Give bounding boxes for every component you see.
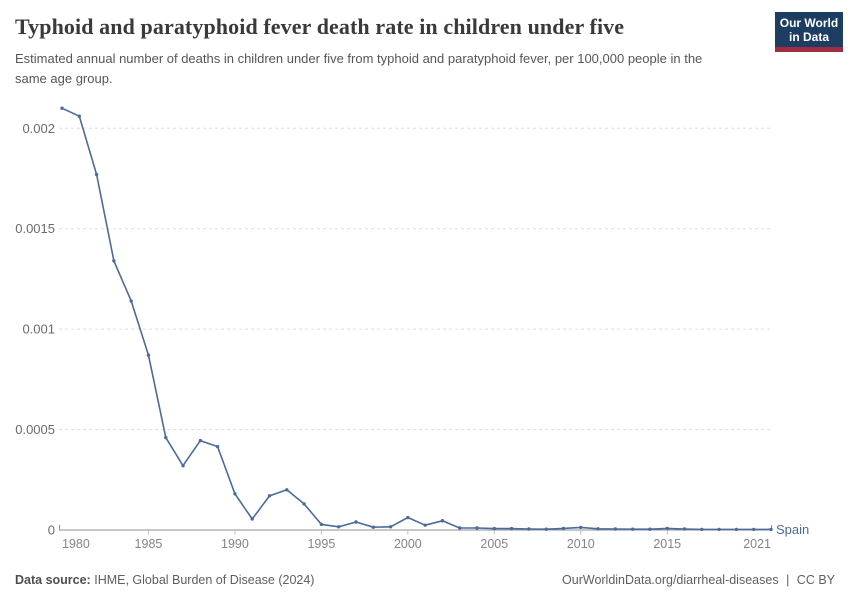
data-point-2019[interactable] <box>734 527 739 532</box>
x-axis-tick-label: 1985 <box>135 537 163 551</box>
data-point-1983[interactable] <box>112 259 116 263</box>
data-point-2007[interactable] <box>527 527 531 531</box>
owid-logo: Our World in Data <box>775 12 843 52</box>
logo-text-line2: in Data <box>788 30 829 44</box>
data-point-1981[interactable] <box>77 114 81 118</box>
data-point-1987[interactable] <box>181 464 185 468</box>
data-point-2002[interactable] <box>440 519 445 523</box>
data-point-1996[interactable] <box>336 525 341 529</box>
data-point-1991[interactable] <box>250 517 254 521</box>
y-axis-tick-label: 0.0015 <box>15 221 55 236</box>
page-title: Typhoid and paratyphoid fever death rate… <box>15 14 625 39</box>
data-point-2009[interactable] <box>561 526 566 531</box>
data-point-1980[interactable] <box>60 106 64 110</box>
series-label-spain[interactable]: Spain <box>776 522 809 537</box>
y-axis-tick-label: 0.001 <box>22 322 55 337</box>
data-point-1984[interactable] <box>129 299 133 303</box>
data-point-2000[interactable] <box>406 515 410 520</box>
data-point-1993[interactable] <box>285 488 289 492</box>
data-point-2010[interactable] <box>579 525 583 530</box>
data-point-1994[interactable] <box>302 502 306 506</box>
footer-right: OurWorldinData.org/diarrheal-diseases | … <box>562 573 835 587</box>
x-axis-tick-label: 2005 <box>480 537 508 551</box>
data-point-1989[interactable] <box>215 444 220 449</box>
data-point-1988[interactable] <box>198 438 203 443</box>
data-source-value: IHME, Global Burden of Disease (2024) <box>94 573 315 587</box>
data-point-1982[interactable] <box>94 172 99 177</box>
data-point-1990[interactable] <box>233 492 237 496</box>
x-axis-tick-label: 2010 <box>567 537 595 551</box>
data-line-spain[interactable] <box>61 107 772 531</box>
chart-subtitle: Estimated annual number of deaths in chi… <box>15 51 703 86</box>
chart-header: Typhoid and paratyphoid fever death rate… <box>15 14 765 88</box>
data-point-2015[interactable] <box>665 526 669 531</box>
x-axis-tick-label: 1995 <box>307 537 335 551</box>
data-point-2014[interactable] <box>648 527 652 531</box>
footer-separator: | <box>786 573 790 587</box>
x-axis-tick-label: 2000 <box>394 537 422 551</box>
data-point-1998[interactable] <box>371 525 375 529</box>
data-point-1985[interactable] <box>146 353 151 357</box>
data-point-2012[interactable] <box>613 527 618 531</box>
data-point-1992[interactable] <box>267 494 272 498</box>
y-axis-tick-label: 0.002 <box>22 121 55 136</box>
data-point-2003[interactable] <box>458 526 462 530</box>
data-point-1997[interactable] <box>354 520 358 524</box>
data-point-2008[interactable] <box>544 527 548 531</box>
data-point-2005[interactable] <box>492 526 497 531</box>
logo-text-line1: Our World <box>779 16 839 30</box>
y-axis-tick-label: 0 <box>48 523 55 538</box>
data-point-1999[interactable] <box>388 525 393 529</box>
data-point-2018[interactable] <box>717 527 721 532</box>
x-axis-tick-label: 2015 <box>653 537 681 551</box>
data-point-2021[interactable] <box>769 527 773 532</box>
chart-footer: Data source: IHME, Global Burden of Dise… <box>15 573 835 587</box>
data-point-2006[interactable] <box>509 526 514 531</box>
x-axis-tick-label: 1990 <box>221 537 249 551</box>
data-point-2013[interactable] <box>630 527 635 531</box>
data-point-1986[interactable] <box>164 435 168 440</box>
data-point-2016[interactable] <box>682 527 687 531</box>
x-axis-tick-label: 2021 <box>743 537 771 551</box>
data-point-2011[interactable] <box>596 527 600 531</box>
x-axis-tick-label: 1980 <box>62 537 90 551</box>
owid-link[interactable]: OurWorldinData.org/diarrheal-diseases <box>562 573 779 587</box>
data-source: Data source: IHME, Global Burden of Dise… <box>15 573 314 587</box>
license-label: CC BY <box>796 573 835 587</box>
data-point-2001[interactable] <box>423 523 427 527</box>
data-point-2020[interactable] <box>752 527 756 532</box>
y-axis-tick-label: 0.0005 <box>15 422 55 437</box>
data-point-2004[interactable] <box>475 526 479 530</box>
data-point-1995[interactable] <box>319 522 324 527</box>
data-point-2017[interactable] <box>700 527 704 532</box>
data-source-label: Data source: <box>15 573 91 587</box>
